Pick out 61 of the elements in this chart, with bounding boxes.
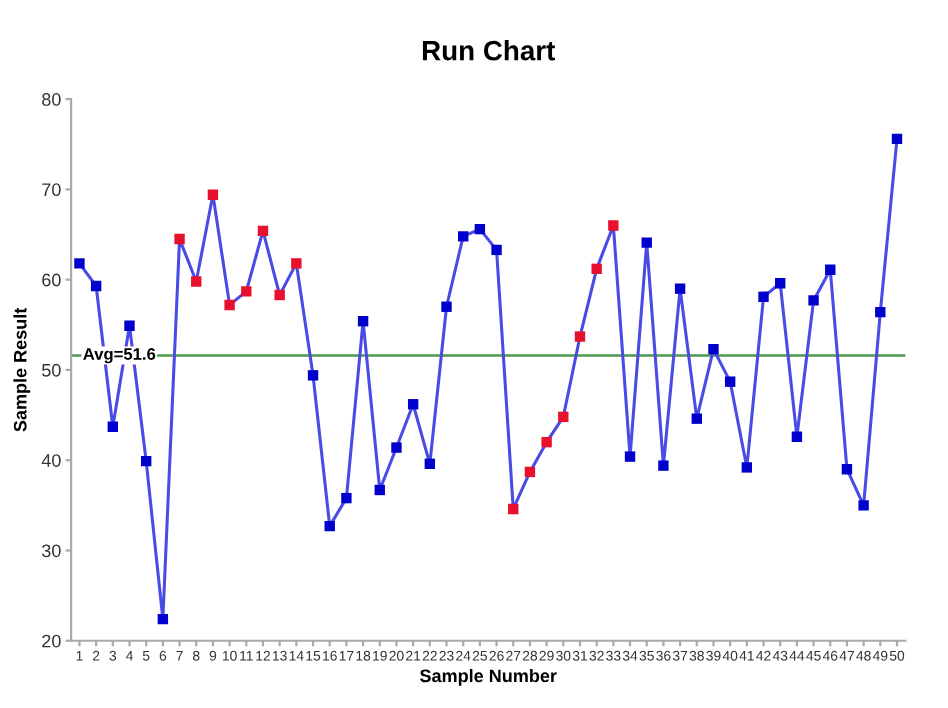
ref-line-label: Avg=51.6 <box>83 348 156 364</box>
point <box>207 189 219 200</box>
y-tick-label: 60 <box>42 273 61 287</box>
point <box>775 278 786 289</box>
point <box>241 286 252 297</box>
point <box>90 280 102 292</box>
point <box>374 484 385 496</box>
point <box>74 258 85 269</box>
point <box>107 421 119 432</box>
point <box>474 223 486 235</box>
point <box>875 306 886 318</box>
point <box>291 258 302 269</box>
point <box>457 231 469 242</box>
chart-title: Run Chart <box>422 40 556 61</box>
point <box>858 500 869 511</box>
point <box>791 431 803 442</box>
y-tick-label: 70 <box>42 183 61 197</box>
point <box>674 283 686 294</box>
point <box>124 320 135 331</box>
point <box>841 464 853 475</box>
point <box>508 503 519 515</box>
point <box>441 301 452 312</box>
point <box>391 442 402 453</box>
point <box>741 462 753 473</box>
point <box>341 492 352 504</box>
point <box>140 455 152 467</box>
point <box>808 295 819 306</box>
point <box>624 451 636 462</box>
point <box>758 291 769 303</box>
y-axis-title: Sample Result <box>13 307 31 432</box>
point <box>825 264 836 275</box>
point <box>524 466 536 478</box>
y-tick-label: 50 <box>42 363 61 377</box>
y-tick-label: 40 <box>41 454 61 467</box>
point <box>724 376 736 387</box>
point <box>641 237 652 248</box>
point <box>174 233 185 245</box>
point <box>324 520 335 532</box>
point <box>424 458 436 470</box>
point <box>691 413 702 424</box>
point <box>591 263 602 275</box>
point <box>191 276 202 287</box>
point <box>574 331 586 342</box>
point <box>224 299 235 311</box>
point <box>658 460 669 471</box>
point <box>891 133 903 145</box>
x-axis-title: Sample Number <box>420 668 557 686</box>
point <box>407 399 419 410</box>
point <box>491 244 502 256</box>
point <box>157 613 169 625</box>
point <box>257 225 269 237</box>
y-tick-label: 20 <box>42 634 61 648</box>
point <box>541 436 552 448</box>
point <box>307 370 319 381</box>
point <box>608 220 619 231</box>
point <box>274 289 285 301</box>
y-tick-label: 80 <box>42 93 61 106</box>
y-tick-label: 30 <box>41 544 61 558</box>
point <box>558 411 569 423</box>
point <box>357 315 369 327</box>
point <box>708 343 719 355</box>
